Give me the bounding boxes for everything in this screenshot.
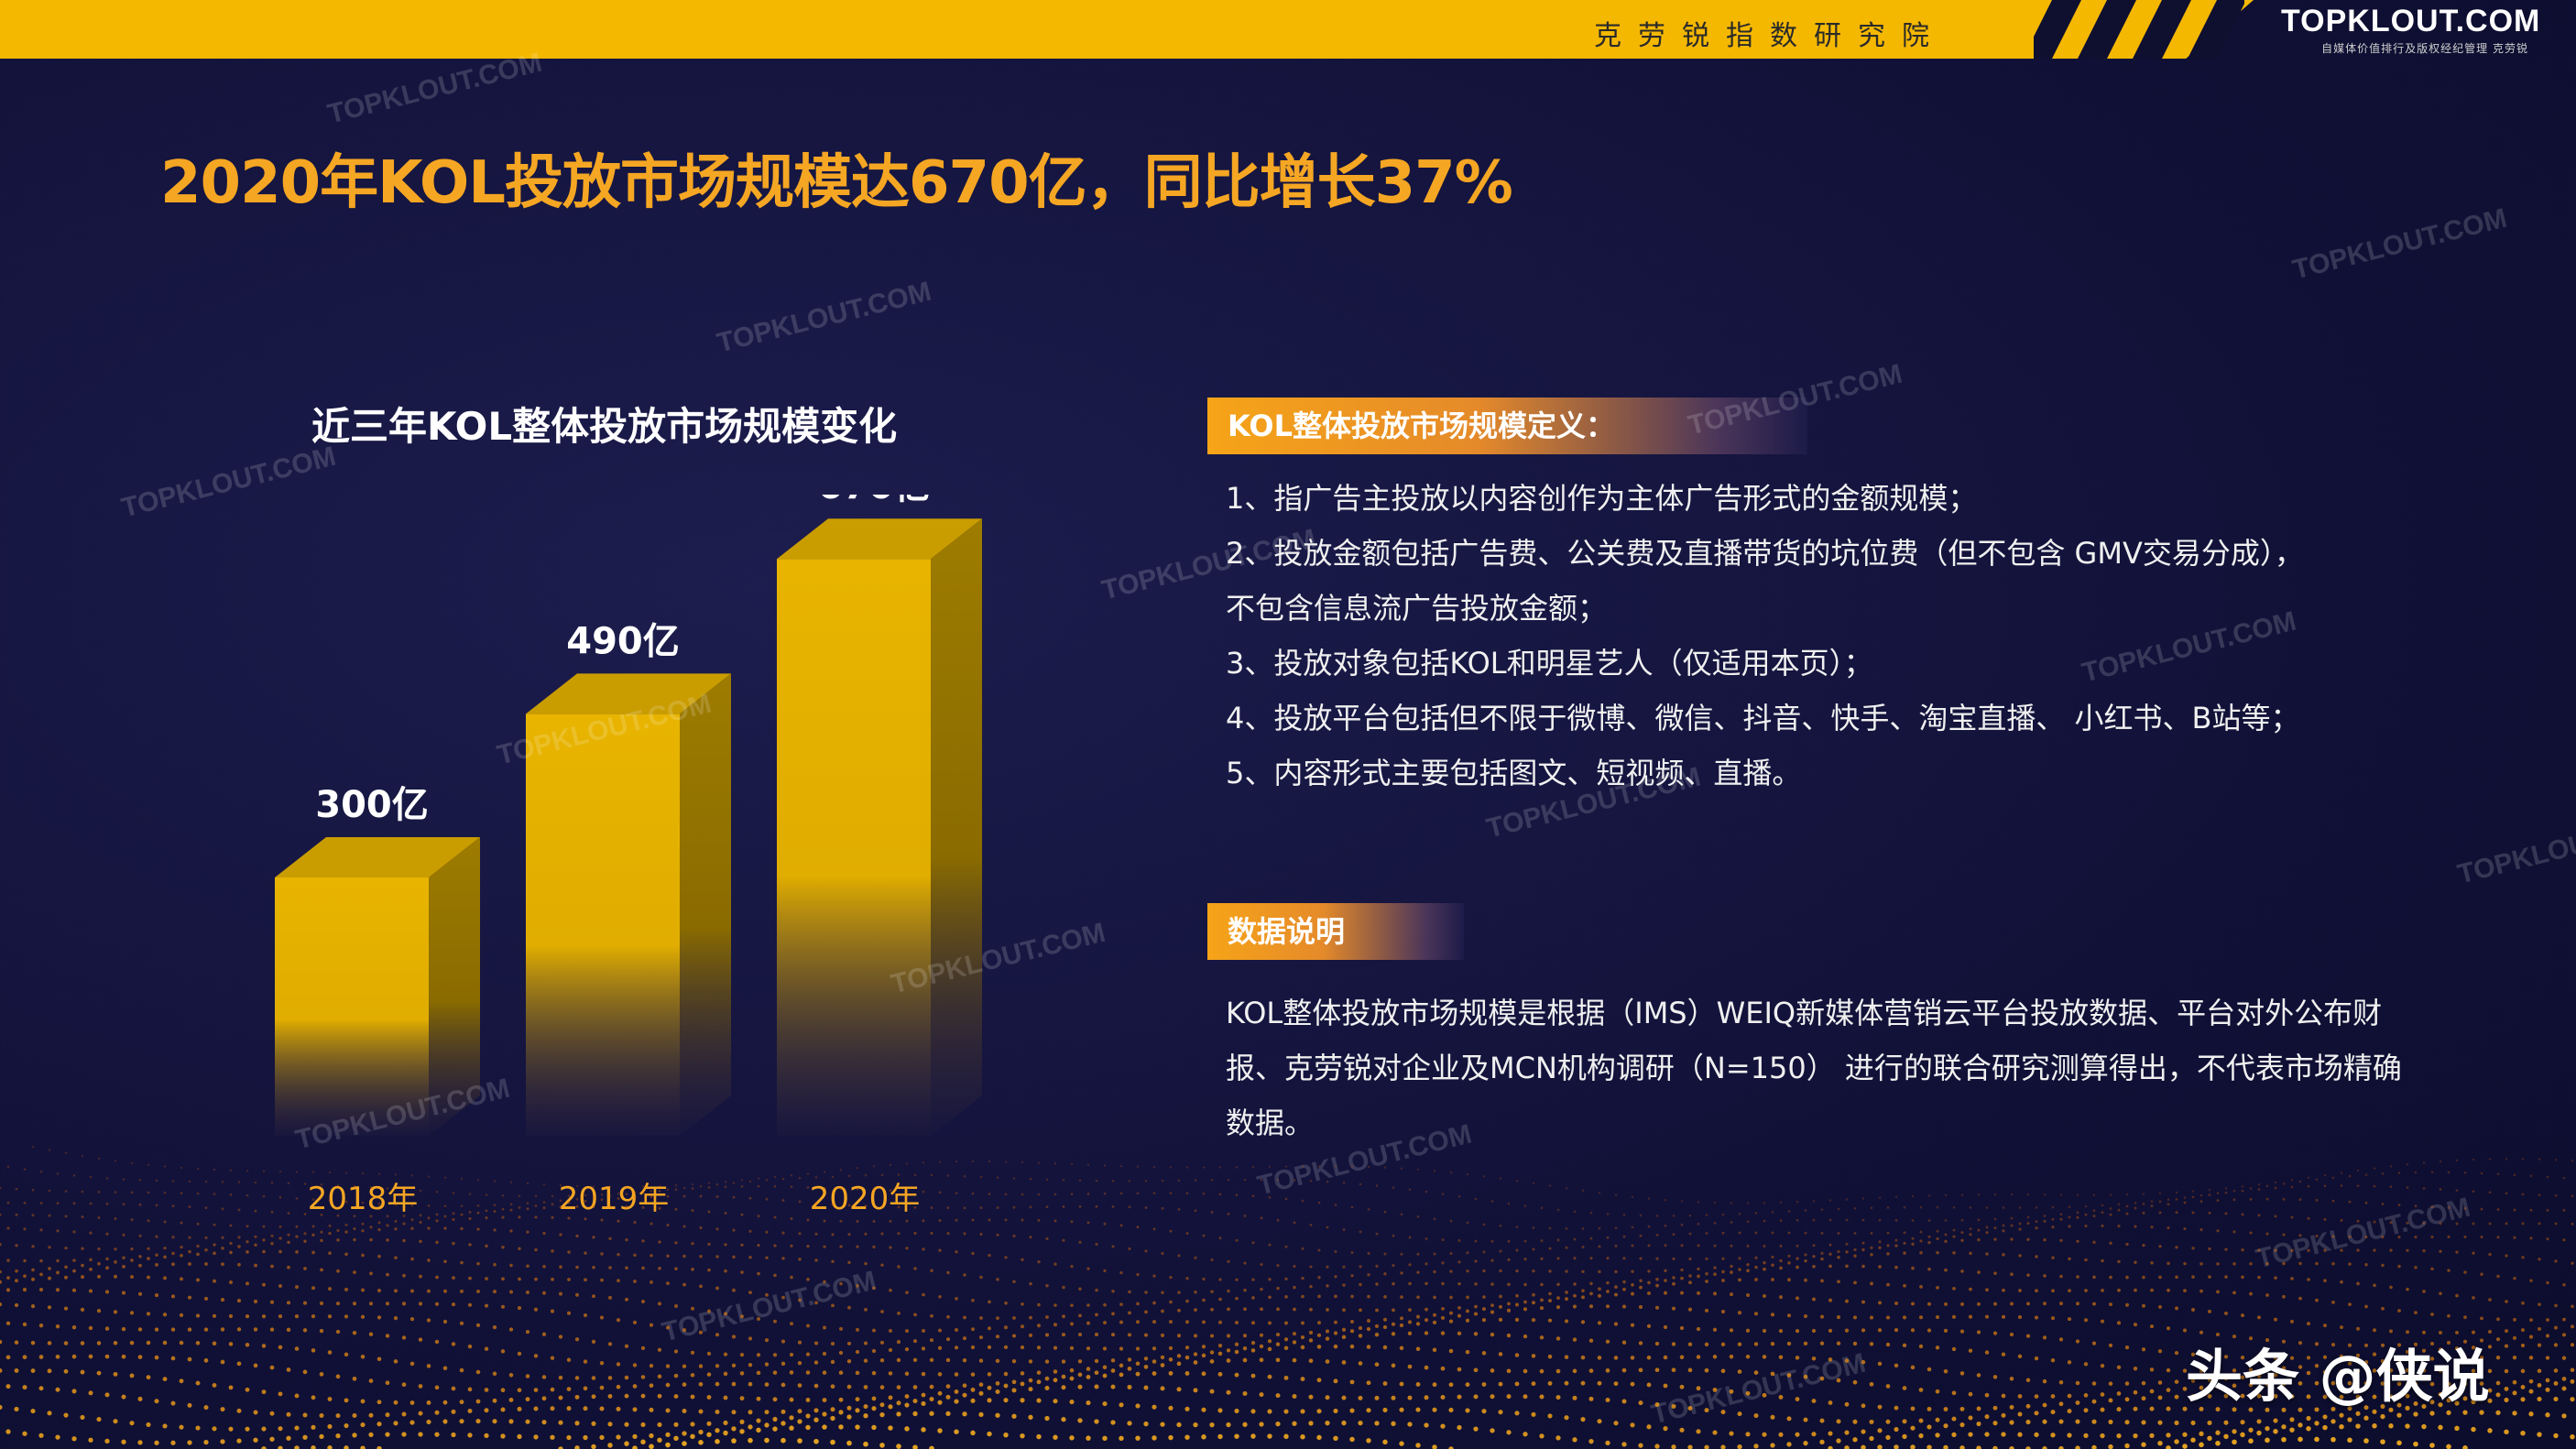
watermark: TOPKLOUT.COM <box>2289 202 2510 286</box>
bar-top-2019年 <box>526 673 731 714</box>
footer-credit: 头条 @侠说 <box>2186 1343 2490 1410</box>
definition-line-5: 5、内容形式主要包括图文、短视频、直播。 <box>1226 756 1802 790</box>
brand-name: TOPKLOUT.COM <box>2281 4 2541 38</box>
definition-line-2: 2、投放金额包括广告费、公关费及直播带货的坑位费（但不包含 GMV交易分成）， <box>1226 536 2304 571</box>
definition-line-1: 1、指广告主投放以内容创作为主体广告形式的金额规模； <box>1226 481 1978 516</box>
data-label-2019年: 490亿 <box>566 620 680 662</box>
bar-side-2019年 <box>680 673 731 1136</box>
brand-subtitle: 自媒体价值排行及版权经纪管理 克劳锐 <box>2321 42 2528 55</box>
banner-stripes-decoration <box>2034 0 2244 59</box>
watermark: TOPKLOUT.COM <box>714 276 934 359</box>
definition-line-4: 4、投放平台包括但不限于微博、微信、抖音、快手、淘宝直播、 小红书、B站等； <box>1226 701 2300 735</box>
bar-side-2020年 <box>931 518 982 1136</box>
watermark: TOPKLOUT.COM <box>2454 807 2576 890</box>
bar-side-2018年 <box>429 837 480 1136</box>
definition-line-2-cont: 不包含信息流广告投放金额； <box>1226 591 1608 626</box>
bar-2019年 <box>526 714 680 1136</box>
watermark: TOPKLOUT.COM <box>324 47 545 130</box>
bar-top-2020年 <box>777 518 982 560</box>
definition-tag: KOL整体投放市场规模定义： <box>1207 398 1807 454</box>
definition-list: 1、指广告主投放以内容创作为主体广告形式的金额规模； 2、投放金额包括广告费、公… <box>1226 471 2407 801</box>
data-label-2020年: 670亿 <box>817 495 931 507</box>
bar-top-2018年 <box>275 837 480 877</box>
dotted-terrain-decoration <box>0 1145 2575 1449</box>
top-banner <box>0 0 2254 59</box>
bar-chart: 300亿 2018年 490亿 2019年 670亿 2020年 <box>275 495 982 1217</box>
data-note-tag: 数据说明 <box>1207 903 1464 960</box>
x-tick-label-2020年: 2020年 <box>810 1181 921 1217</box>
bar-2020年 <box>777 559 931 1136</box>
definition-line-3: 3、投放对象包括KOL和明星艺人（仅适用本页）； <box>1226 646 1873 681</box>
institute-name: 克劳锐指数研究院 <box>1594 20 1946 52</box>
data-note-text: KOL整体投放市场规模是根据（IMS）WEIQ新媒体营销云平台投放数据、平台对外… <box>1226 996 2402 1140</box>
data-label-2018年: 300亿 <box>315 784 429 826</box>
x-tick-label-2019年: 2019年 <box>559 1181 670 1217</box>
bar-2018年 <box>275 877 429 1136</box>
x-tick-label-2018年: 2018年 <box>308 1181 419 1217</box>
chart-title: 近三年KOL整体投放市场规模变化 <box>311 404 898 449</box>
page-title: 2020年KOL投放市场规模达670亿，同比增长37% <box>160 149 1513 217</box>
brand-logo: TOPKLOUT.COM 自媒体价值排行及版权经纪管理 克劳锐 <box>2281 4 2541 57</box>
